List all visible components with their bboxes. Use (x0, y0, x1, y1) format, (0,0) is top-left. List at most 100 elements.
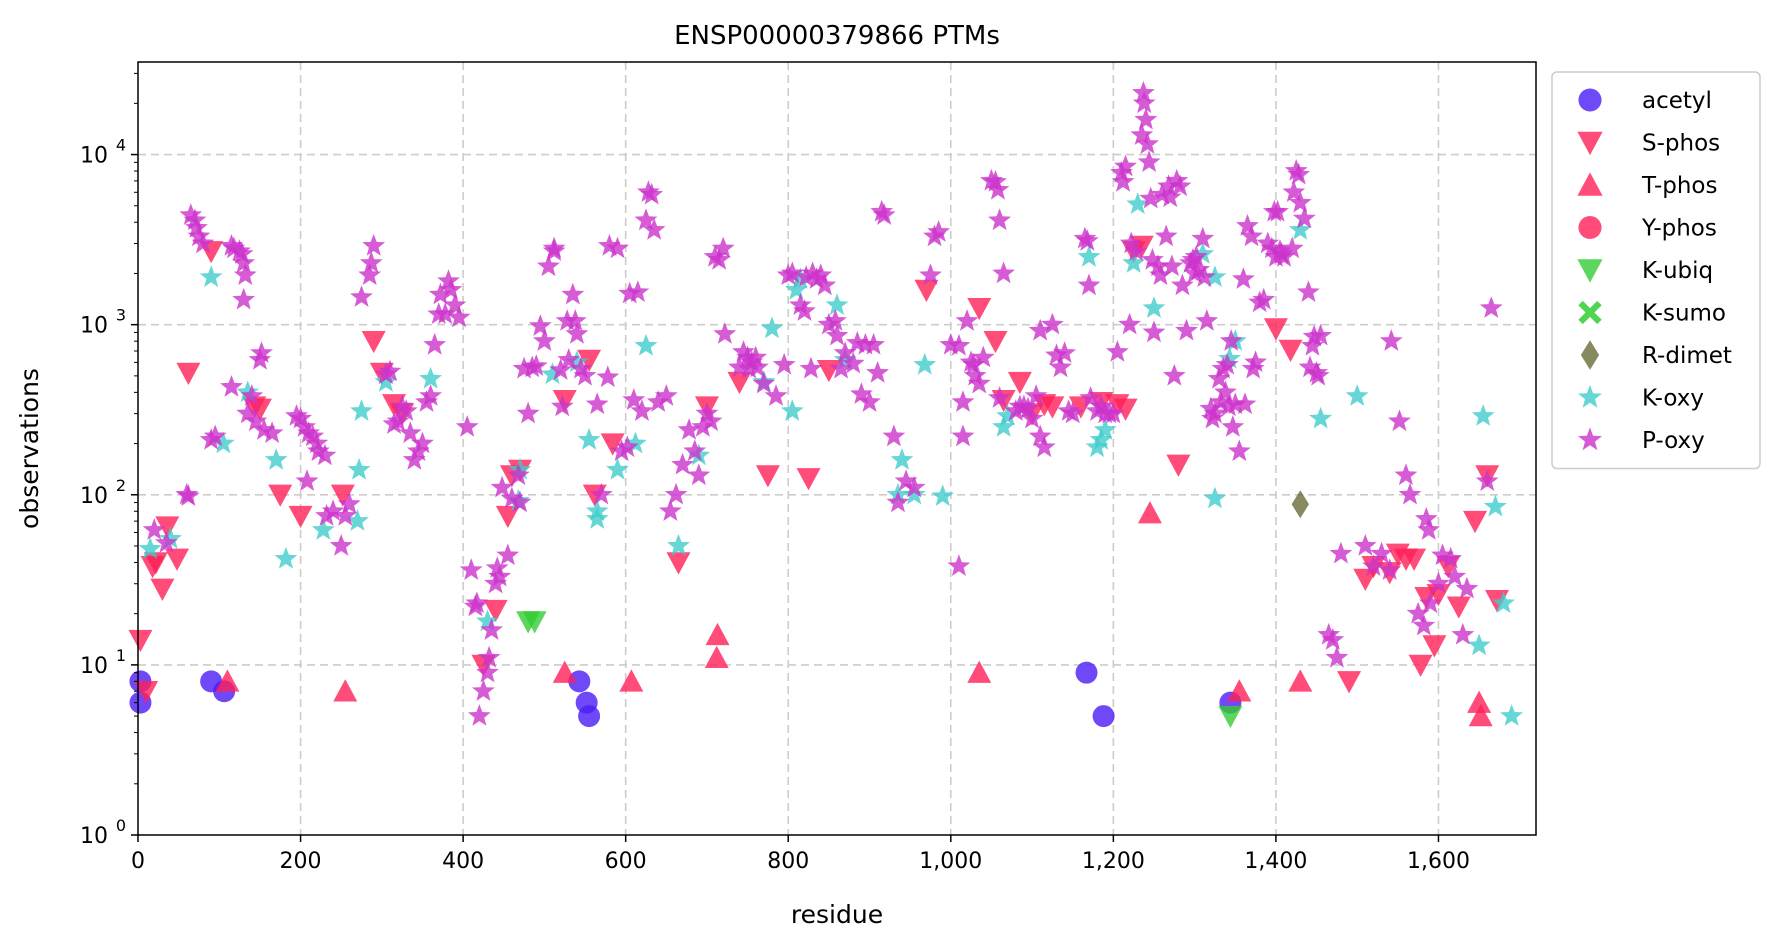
data-point (1414, 507, 1438, 529)
data-point (1427, 571, 1450, 594)
data-point (1020, 406, 1044, 429)
data-point (962, 352, 985, 375)
data-point (350, 399, 373, 421)
data-point (561, 282, 585, 305)
data-point (419, 366, 442, 389)
data-point (295, 469, 319, 491)
data-point (1479, 296, 1503, 318)
data-point (760, 316, 784, 339)
data-point (992, 261, 1015, 284)
data-point (1049, 355, 1072, 378)
data-point (1309, 323, 1332, 346)
data-point (1321, 628, 1345, 650)
data-point (1337, 671, 1362, 694)
data-point (528, 314, 552, 336)
data-point (664, 482, 688, 505)
y-tick-exponent: 3 (116, 306, 126, 325)
data-point (297, 421, 321, 443)
data-point (1451, 622, 1475, 645)
data-point (1016, 396, 1040, 419)
data-point (537, 254, 560, 277)
data-point (732, 340, 755, 362)
data-point (713, 322, 737, 344)
data-point (516, 401, 540, 424)
data-point (488, 564, 512, 587)
data-point (1139, 186, 1163, 209)
x-tick-label: 1,000 (919, 849, 982, 874)
data-point (311, 518, 335, 540)
data-point (428, 282, 452, 305)
data-point (755, 465, 780, 488)
data-point (642, 218, 666, 240)
data-point (705, 622, 730, 646)
data-point (232, 251, 256, 273)
data-point (780, 261, 804, 284)
data-point (1142, 296, 1166, 318)
data-point (191, 231, 215, 254)
data-point (390, 394, 414, 417)
data-point (996, 404, 1020, 426)
data-point (585, 392, 609, 415)
data-point (618, 281, 642, 304)
data-point (220, 375, 243, 397)
series-K-ubiq (516, 611, 1243, 729)
data-point (955, 309, 979, 331)
data-point (455, 415, 479, 437)
legend-marker (1577, 172, 1603, 196)
data-point (744, 345, 768, 368)
data-point (398, 421, 422, 443)
data-point (858, 390, 881, 412)
data-point (992, 415, 1015, 437)
data-point (289, 406, 312, 429)
data-point (1345, 384, 1369, 406)
y-axis-label: observations (15, 368, 44, 529)
data-point (606, 457, 629, 480)
data-point (825, 323, 849, 346)
data-point (541, 362, 564, 385)
series-acetyl (129, 661, 1242, 728)
data-point (374, 370, 398, 392)
data-point (419, 384, 442, 406)
data-point (1443, 564, 1467, 587)
data-point (902, 482, 926, 505)
data-point (1119, 231, 1143, 254)
data-point (394, 399, 418, 421)
data-point (1378, 558, 1402, 580)
data-point (1214, 380, 1237, 403)
data-point (1061, 401, 1085, 424)
data-point (671, 452, 694, 475)
data-point (622, 388, 646, 410)
data-point (268, 484, 293, 507)
data-point (596, 365, 620, 388)
data-point (850, 382, 873, 404)
data-point (833, 341, 857, 363)
data-point (187, 224, 211, 247)
data-point (524, 354, 548, 376)
data-point (1221, 415, 1245, 437)
data-point (1218, 705, 1243, 729)
data-point (1132, 91, 1156, 114)
data-point (423, 332, 447, 355)
data-point (333, 679, 358, 702)
data-point (824, 309, 847, 331)
data-point (1288, 669, 1313, 692)
data-point (1028, 318, 1052, 341)
data-point (1136, 132, 1159, 154)
legend-box (1551, 71, 1761, 470)
x-tick-label: 600 (605, 849, 647, 874)
data-point (386, 409, 410, 432)
data-point (1232, 267, 1255, 289)
data-point (1075, 229, 1099, 251)
data-point (1007, 371, 1032, 395)
data-point (1089, 428, 1113, 450)
data-point (1092, 705, 1115, 728)
data-point (459, 558, 483, 580)
data-point (1402, 548, 1427, 571)
data-point (1292, 206, 1316, 229)
data-point (1227, 679, 1252, 702)
data-point (1113, 398, 1138, 421)
data-point (626, 280, 650, 302)
data-point (569, 356, 593, 379)
